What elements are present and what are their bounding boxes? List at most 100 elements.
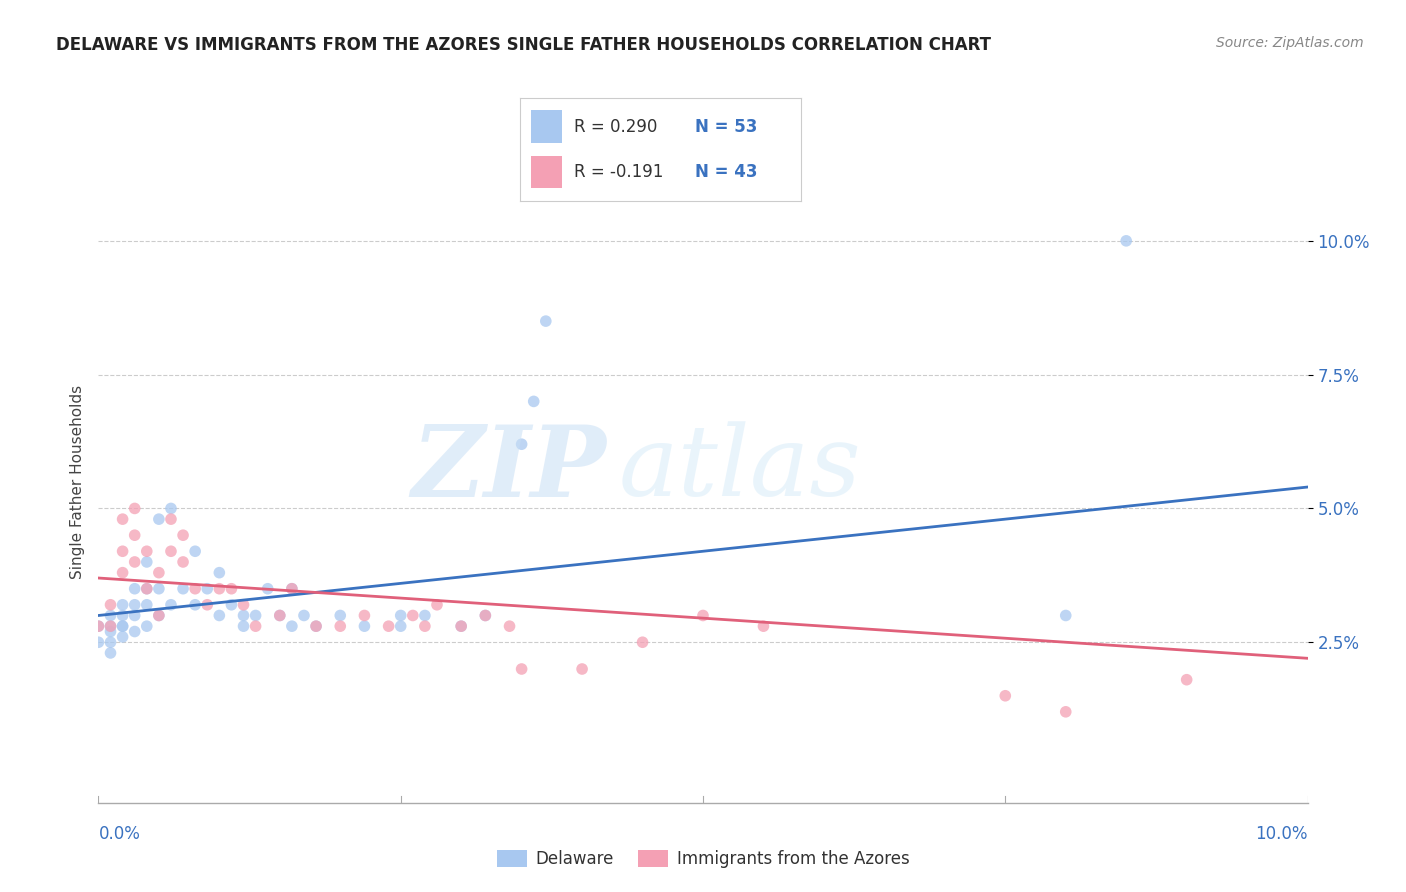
Point [221,582,243,596]
Point [160,544,183,558]
Point [87,635,110,649]
Point [208,608,231,623]
Point [124,624,146,639]
Point [353,608,375,623]
Point [172,582,194,596]
Point [87,619,110,633]
Point [389,608,412,623]
Point [160,598,183,612]
Point [100,619,122,633]
Point [124,501,146,516]
Point [208,582,231,596]
Point [195,598,218,612]
Point [474,608,496,623]
Point [281,582,304,596]
Point [450,619,472,633]
Point [135,555,157,569]
Point [426,598,449,612]
Point [232,598,254,612]
Point [1054,608,1077,623]
Point [148,512,170,526]
Point [100,608,122,623]
Bar [531,155,562,188]
Point [148,582,170,596]
Point [87,619,110,633]
Point [148,566,170,580]
Point [111,608,134,623]
Point [172,528,194,542]
Point [160,512,183,526]
Text: DELAWARE VS IMMIGRANTS FROM THE AZORES SINGLE FATHER HOUSEHOLDS CORRELATION CHAR: DELAWARE VS IMMIGRANTS FROM THE AZORES S… [56,36,991,54]
Point [172,555,194,569]
Point [111,619,134,633]
Point [256,582,278,596]
Point [292,608,315,623]
Point [100,598,122,612]
Point [221,598,243,612]
Point [195,582,218,596]
Point [100,619,122,633]
Text: R = 0.290: R = 0.290 [574,118,657,136]
Text: R = -0.191: R = -0.191 [574,163,664,181]
Point [124,608,146,623]
Text: atlas: atlas [619,421,860,516]
Point [510,437,533,451]
Point [269,608,291,623]
Point [571,662,593,676]
Point [232,619,254,633]
Point [135,582,157,596]
Point [402,608,425,623]
Text: N = 53: N = 53 [695,118,756,136]
Point [124,582,146,596]
Point [111,544,134,558]
Point [100,646,122,660]
Point [305,619,328,633]
Point [148,608,170,623]
Point [135,544,157,558]
Point [534,314,557,328]
Point [450,619,472,633]
Point [281,582,304,596]
Point [752,619,775,633]
Point [184,598,207,612]
Point [245,608,267,623]
Point [111,598,134,612]
Point [510,662,533,676]
Point [329,619,352,633]
Point [474,608,496,623]
Point [111,619,134,633]
Point [245,619,267,633]
Point [389,619,412,633]
Point [124,598,146,612]
Point [208,566,231,580]
Point [631,635,654,649]
Point [124,555,146,569]
Point [281,619,304,633]
Point [413,619,436,633]
Text: N = 43: N = 43 [695,163,756,181]
Point [100,635,122,649]
Point [135,598,157,612]
Point [523,394,546,409]
Bar [531,111,562,144]
Point [377,619,399,633]
Y-axis label: Single Father Households: Single Father Households [69,384,84,579]
Point [329,608,352,623]
Point [269,608,291,623]
Point [111,630,134,644]
Point [100,624,122,639]
Point [111,566,134,580]
Point [994,689,1017,703]
Point [353,619,375,633]
Legend: Delaware, Immigrants from the Azores: Delaware, Immigrants from the Azores [489,843,917,875]
Point [135,619,157,633]
Point [184,544,207,558]
Point [498,619,520,633]
Point [124,528,146,542]
Point [1054,705,1077,719]
Point [1175,673,1198,687]
Point [305,619,328,633]
Text: ZIP: ZIP [412,421,606,517]
Point [1115,234,1137,248]
Point [413,608,436,623]
